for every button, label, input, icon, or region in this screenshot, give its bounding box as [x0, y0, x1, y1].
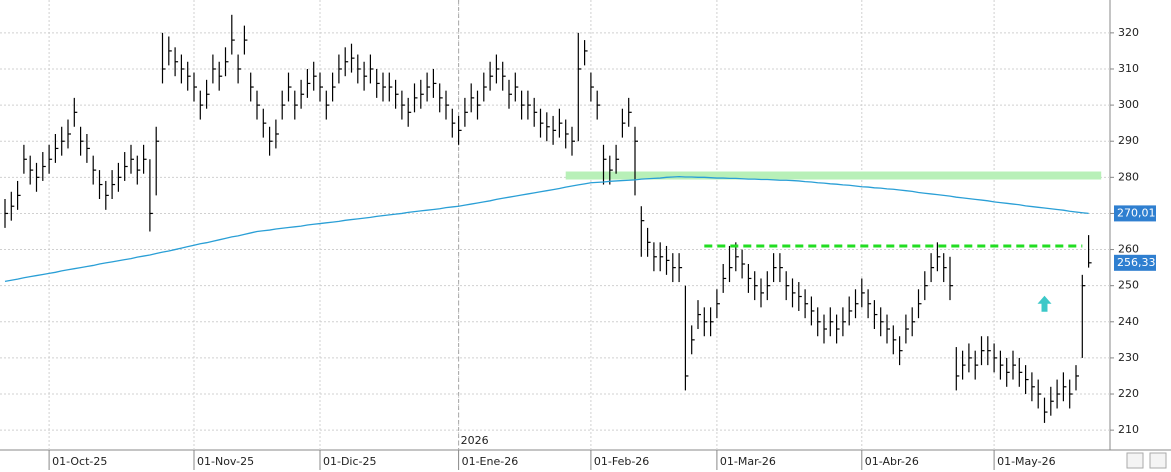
moving-average — [4, 175, 1089, 282]
x-tick-label: 01-May-26 — [997, 455, 1055, 468]
save-button[interactable] — [1149, 452, 1167, 469]
value-tag — [1114, 254, 1156, 271]
y-tick-label: 290 — [1118, 134, 1139, 147]
y-tick-label: 310 — [1118, 62, 1139, 75]
zone — [565, 171, 1102, 180]
y-tick-label: 230 — [1118, 351, 1139, 364]
y-tick-label: 260 — [1118, 243, 1139, 256]
y-tick-label: 210 — [1118, 423, 1139, 436]
value-tag-label: 256,33 — [1117, 256, 1156, 269]
y-tick-label: 250 — [1118, 279, 1139, 292]
x-tick-label: 01-Ene-26 — [462, 455, 519, 468]
x-tick-label: 01-Feb-26 — [594, 455, 649, 468]
x-tick-label: 01-Dic-25 — [323, 455, 377, 468]
y-tick-label: 300 — [1118, 98, 1139, 111]
value-tag — [1114, 205, 1156, 222]
value-tag-label: 270,01 — [1117, 206, 1156, 219]
y-tick-label: 240 — [1118, 315, 1139, 328]
arrow — [1037, 295, 1052, 312]
y-tick-label: 280 — [1118, 170, 1139, 183]
year-label: 2026 — [461, 434, 489, 447]
x-tick-label: 01-Oct-25 — [52, 455, 107, 468]
scroll-button[interactable] — [1126, 452, 1144, 469]
x-tick-label: 01-Mar-26 — [720, 455, 776, 468]
y-tick-label: 220 — [1118, 387, 1139, 400]
y-tick-label: 320 — [1118, 26, 1139, 39]
x-tick-label: 01-Abr-26 — [865, 455, 919, 468]
x-tick-label: 01-Nov-25 — [197, 455, 254, 468]
y-tick-label: 330 — [1118, 0, 1139, 3]
